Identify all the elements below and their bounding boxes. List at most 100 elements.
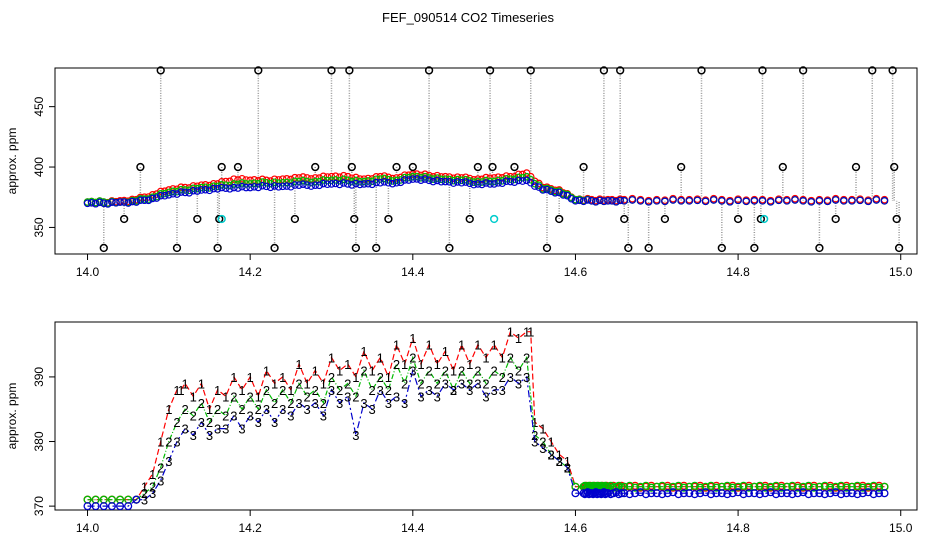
data-point-black bbox=[677, 162, 686, 172]
data-point-blue bbox=[465, 179, 474, 188]
data-point-blue bbox=[242, 183, 250, 192]
data-label-red: 1 bbox=[328, 351, 335, 366]
data-point-blue bbox=[625, 490, 634, 499]
data-point-green bbox=[291, 177, 299, 186]
data-point-blue bbox=[869, 490, 878, 499]
data-point-blue bbox=[799, 488, 808, 497]
data-point-red bbox=[482, 173, 490, 182]
data-label-blue: 3 bbox=[344, 389, 351, 404]
data-point-blue bbox=[782, 489, 791, 498]
data-point-blue bbox=[348, 181, 356, 189]
data-point-black bbox=[888, 66, 897, 75]
data-point-blue bbox=[197, 186, 206, 194]
data-label-red: 1 bbox=[190, 389, 197, 404]
x-tick-label: 14.6 bbox=[564, 521, 588, 535]
data-point-blue bbox=[510, 178, 519, 186]
data-label-blue: 3 bbox=[320, 409, 327, 424]
data-point-blue bbox=[140, 196, 149, 205]
data-label-green: 2 bbox=[344, 376, 351, 391]
data-point-black bbox=[119, 214, 129, 224]
data-point-black bbox=[327, 66, 336, 75]
data-label-red: 1 bbox=[263, 363, 270, 378]
data-label-blue: 3 bbox=[312, 396, 319, 411]
data-point-blue bbox=[539, 186, 547, 194]
data-point-blue bbox=[734, 488, 743, 497]
data-point-black bbox=[892, 214, 901, 224]
data-point-blue bbox=[728, 489, 737, 498]
data-point-blue bbox=[104, 200, 112, 208]
data-label-blue: 3 bbox=[141, 493, 148, 508]
data-point-black bbox=[510, 162, 519, 172]
data-point-blue bbox=[612, 198, 620, 206]
data-label-green: 2 bbox=[360, 363, 367, 378]
data-point-blue bbox=[91, 502, 100, 511]
data-point-green bbox=[526, 175, 535, 184]
data-label-green: 2 bbox=[312, 383, 319, 398]
data-point-black bbox=[890, 162, 899, 172]
data-point-blue bbox=[270, 182, 279, 190]
data-point-blue bbox=[453, 178, 462, 186]
data-point-green bbox=[837, 481, 846, 490]
data-point-black bbox=[290, 214, 300, 224]
y-tick-label: 380 bbox=[32, 431, 46, 451]
data-label-green: 2 bbox=[238, 402, 245, 417]
data-point-blue bbox=[807, 198, 816, 206]
data-point-red bbox=[331, 172, 340, 181]
data-point-blue bbox=[189, 186, 198, 195]
data-point-blue bbox=[343, 180, 352, 188]
y-axis-label: approx. ppm bbox=[5, 383, 19, 450]
data-point-blue bbox=[120, 198, 128, 206]
data-point-blue bbox=[339, 179, 348, 187]
data-label-green: 2 bbox=[523, 351, 530, 366]
plot-frame bbox=[54, 67, 918, 255]
data-point-blue bbox=[498, 179, 507, 188]
data-point-blue bbox=[250, 182, 259, 191]
data-label-green: 2 bbox=[173, 415, 180, 430]
data-point-black bbox=[599, 66, 609, 75]
data-label-blue: 3 bbox=[556, 454, 563, 469]
data-point-green bbox=[238, 179, 246, 187]
data-point-green bbox=[160, 189, 169, 198]
y-tick-label: 350 bbox=[32, 217, 46, 237]
data-point-blue bbox=[461, 178, 470, 186]
data-label-red: 1 bbox=[255, 389, 262, 404]
data-label-red: 1 bbox=[466, 357, 473, 372]
data-point-green bbox=[299, 176, 307, 185]
data-point-red bbox=[156, 187, 165, 196]
data-point-blue bbox=[193, 187, 202, 195]
data-point-blue bbox=[441, 177, 450, 186]
data-point-black bbox=[526, 66, 535, 75]
data-point-blue bbox=[368, 180, 376, 189]
data-point-green bbox=[250, 179, 259, 187]
data-label-blue: 3 bbox=[482, 389, 489, 404]
data-point-green bbox=[641, 481, 650, 490]
data-point-blue bbox=[617, 489, 626, 498]
data-point-black bbox=[465, 214, 474, 224]
data-point-green bbox=[842, 483, 851, 492]
data-label-blue: 3 bbox=[474, 376, 481, 391]
data-point-blue bbox=[522, 176, 531, 185]
data-label-green: 2 bbox=[425, 363, 432, 378]
y-tick-label: 370 bbox=[32, 496, 46, 516]
data-point-blue bbox=[307, 182, 315, 190]
data-point-blue bbox=[234, 184, 242, 192]
data-label-blue: 3 bbox=[434, 389, 441, 404]
data-point-green bbox=[380, 174, 389, 183]
data-point-green bbox=[625, 481, 634, 490]
data-point-blue bbox=[396, 178, 405, 187]
data-point-green bbox=[193, 184, 202, 193]
data-point-black bbox=[372, 243, 381, 253]
data-point-black bbox=[868, 66, 877, 75]
data-point-black bbox=[815, 243, 824, 253]
data-point-blue bbox=[173, 190, 181, 198]
data-point-blue bbox=[429, 177, 437, 186]
bottom-panel: 14.0 14.2 14.4 14.6 14.8 15.0 370 380 390 approx.… bbox=[5, 321, 918, 535]
data-point-blue bbox=[380, 177, 389, 186]
data-label-red: 1 bbox=[547, 435, 554, 450]
data-point-blue bbox=[804, 490, 813, 499]
data-point-black bbox=[233, 162, 243, 172]
data-point-black bbox=[408, 162, 417, 172]
data-point-green bbox=[755, 481, 764, 490]
data-label-red: 1 bbox=[214, 383, 221, 398]
data-point-blue bbox=[181, 188, 189, 197]
